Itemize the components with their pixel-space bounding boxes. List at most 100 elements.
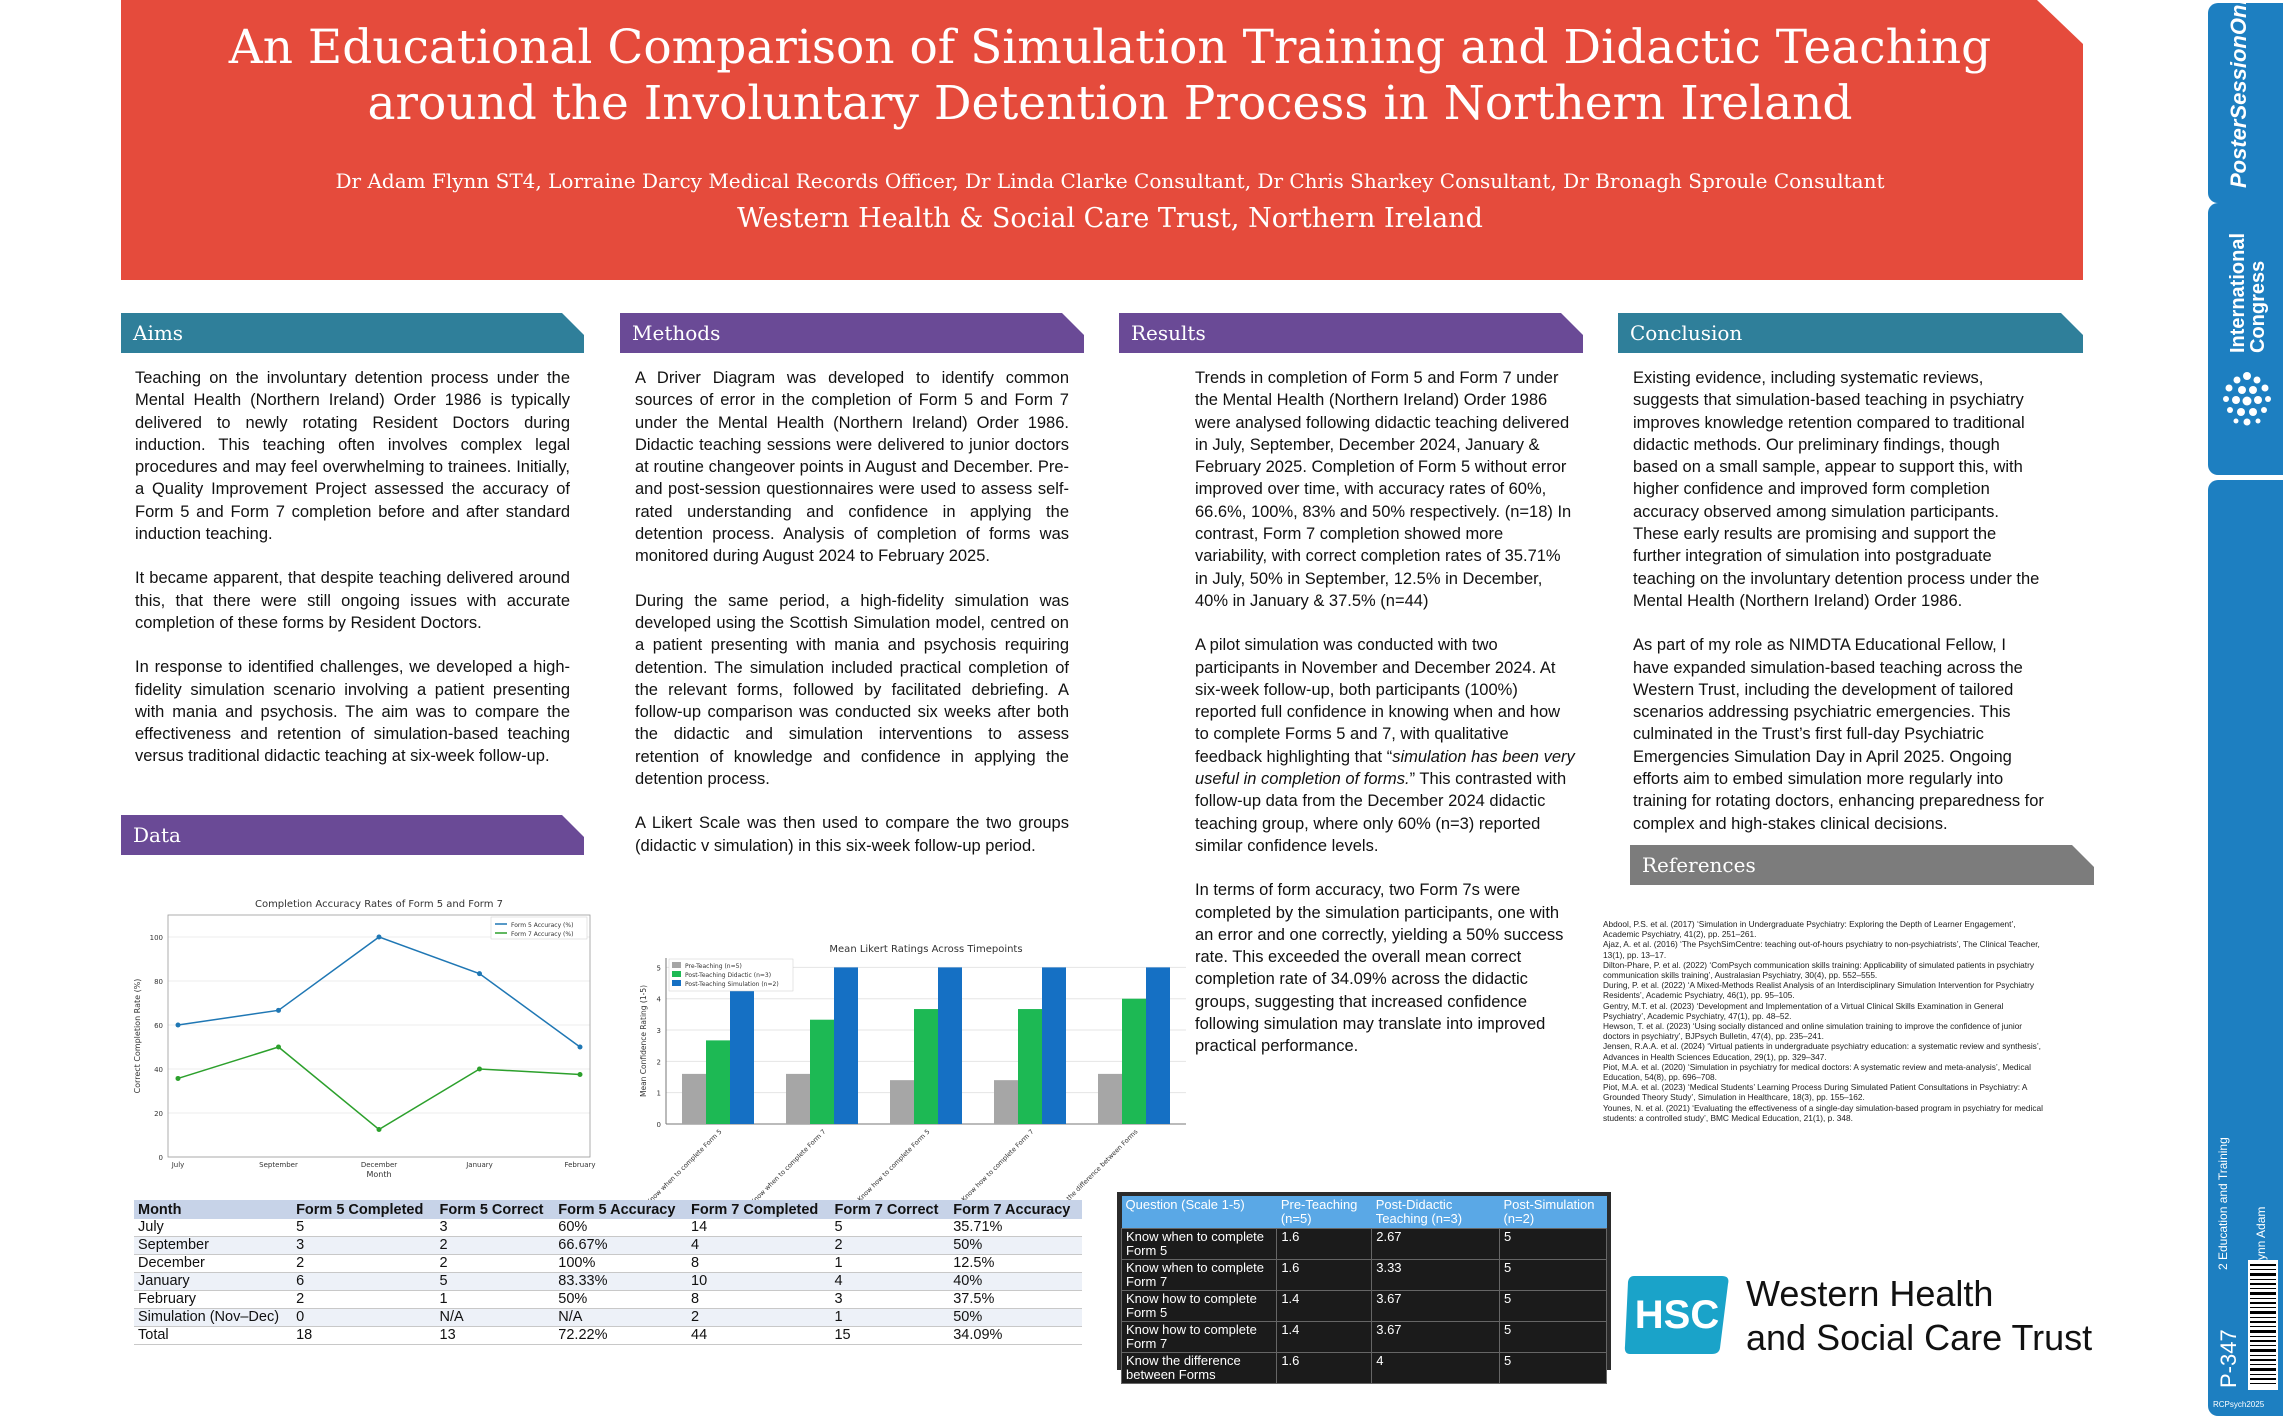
table-cell: 60% — [554, 1219, 687, 1237]
line-chart: Completion Accuracy Rates of Form 5 and … — [133, 899, 596, 1179]
bar — [1018, 1009, 1042, 1124]
table-cell: 4 — [830, 1272, 950, 1291]
table-cell: 4 — [687, 1236, 831, 1255]
data-point — [577, 1044, 583, 1050]
table-cell: 8 — [687, 1290, 831, 1309]
results-text: Trends in completion of Form 5 and Form … — [1195, 367, 1575, 1080]
table-cell: 83.33% — [554, 1272, 687, 1291]
x-tick-label: Know how to complete Form 7 — [960, 1128, 1036, 1200]
trust-name: Western Health and Social Care Trust — [1746, 1272, 2092, 1360]
table-cell: 50% — [554, 1290, 687, 1309]
table-cell: 3.67 — [1371, 1321, 1500, 1353]
results-header: Results — [1119, 313, 1583, 353]
legend-label: Pre-Teaching (n=5) — [685, 963, 742, 970]
bar — [1042, 967, 1066, 1124]
x-tick-label: Know the difference between Forms — [1051, 1127, 1140, 1200]
table-row: Know when to complete Form 5 1.6 2.67 5 — [1120, 1228, 1608, 1260]
table-cell: Simulation (Nov–Dec) — [134, 1308, 293, 1327]
conclusion-paragraph: Existing evidence, including systematic … — [1633, 369, 2040, 610]
hsc-logo-icon: HSC — [1624, 1276, 1729, 1354]
bar — [730, 967, 754, 1124]
table-cell: 0 — [292, 1308, 436, 1327]
legend-label: Form 7 Accuracy (%) — [511, 931, 573, 938]
reference-item: Gentry, M.T. et al. (2023) ‘Development … — [1603, 1000, 2004, 1021]
poster-id: P-347 — [2216, 1329, 2241, 1388]
table-cell: Know how to complete Form 5 — [1120, 1290, 1278, 1322]
y-tick-label: 20 — [154, 1110, 163, 1118]
methods-paragraph: A Driver Diagram was developed to identi… — [635, 369, 1069, 566]
table-row: Know when to complete Form 7 1.6 3.33 5 — [1120, 1259, 1608, 1291]
results-paragraph: A pilot simulation was conducted with tw… — [1195, 634, 1575, 857]
column-header: Form 7 Accuracy — [949, 1200, 1082, 1219]
table-cell: 1.6 — [1276, 1259, 1373, 1291]
table-row: July 5 3 60% 14 5 35.71% — [134, 1219, 1082, 1237]
aims-header: Aims — [121, 313, 584, 353]
table-cell: 5 — [1498, 1228, 1608, 1260]
trust-name-line-2: and Social Care Trust — [1746, 1317, 2093, 1358]
table-cell: 50% — [949, 1308, 1082, 1327]
barcode-icon — [2250, 1264, 2276, 1384]
results-paragraph: Trends in completion of Form 5 and Form … — [1195, 369, 1572, 610]
table-cell: 44 — [687, 1326, 831, 1345]
table-cell: July — [134, 1219, 293, 1237]
aims-paragraph: It became apparent, that despite teachin… — [135, 569, 570, 632]
bar — [938, 967, 962, 1124]
authors: Dr Adam Flynn ST4, Lorraine Darcy Medica… — [335, 169, 1885, 193]
table-row: Total 18 13 72.22% 44 15 34.09% — [134, 1326, 1082, 1345]
table-row: January 6 5 83.33% 10 4 40% — [134, 1272, 1082, 1291]
title-line-1: An Educational Comparison of Simulation … — [228, 20, 1992, 75]
bar — [834, 967, 858, 1124]
table-cell: 5 — [1498, 1290, 1608, 1322]
title-banner — [121, 0, 2083, 280]
bar — [914, 1009, 938, 1124]
likert-table-panel: Question (Scale 1-5) Pre-Teaching (n=5) Po… — [1117, 1192, 1611, 1384]
legend-swatch — [672, 971, 681, 977]
data-point — [477, 971, 482, 977]
event-label: RCPsych2025 — [2213, 1400, 2265, 1409]
x-axis-label: Month — [366, 1170, 391, 1179]
y-tick-label: 1 — [657, 1090, 661, 1098]
table-cell: 10 — [687, 1272, 831, 1291]
table-row: Know how to complete Form 7 1.4 3.67 5 — [1120, 1321, 1608, 1353]
table-cell: 15 — [830, 1326, 950, 1345]
results-paragraph: In terms of form accuracy, two Form 7s w… — [1195, 881, 1564, 1056]
data-point — [376, 1127, 382, 1132]
table-cell: 1.6 — [1276, 1228, 1373, 1260]
reference-item: Dilton-Phare, P. et al. (2022) ‘ComPsych… — [1603, 959, 2035, 981]
table-header-row: Question (Scale 1-5) Pre-Teaching (n=5) Po… — [1121, 1196, 1607, 1229]
references-list: Abdool, P.S. et al. (2017) ‘Simulation i… — [1603, 919, 2043, 1123]
table-cell: 2 — [830, 1236, 950, 1255]
y-tick-label: 80 — [154, 978, 163, 986]
column-header: Form 5 Completed — [292, 1200, 436, 1219]
reference-item: Piot, M.A. et al. (2023) ‘Medical Studen… — [1603, 1082, 2027, 1103]
table-cell: 5 — [1498, 1259, 1608, 1291]
table-cell: N/A — [435, 1308, 555, 1327]
conclusion-text: Existing evidence, including systematic … — [1633, 367, 2045, 857]
table-cell: 2.67 — [1371, 1228, 1500, 1260]
likert-table: Question (Scale 1-5) Pre-Teaching (n=5) Po… — [1120, 1196, 1608, 1384]
table-row: Simulation (Nov–Dec) 0 N/A N/A 2 1 50% — [134, 1308, 1082, 1327]
y-tick-label: 2 — [657, 1058, 661, 1066]
table-cell: 2 — [687, 1308, 831, 1327]
reference-item: Hewson, T. et al. (2023) ‘Using socially… — [1603, 1021, 2023, 1042]
table-cell: 2 — [292, 1290, 436, 1309]
bar — [1122, 998, 1146, 1124]
column-header: Pre-Teaching (n=5) — [1276, 1196, 1372, 1229]
y-tick-label: 100 — [150, 934, 163, 942]
table-cell: 72.22% — [554, 1326, 687, 1345]
y-tick-label: 4 — [657, 996, 662, 1004]
table-cell: 5 — [830, 1219, 950, 1237]
x-tick-label: Know when to complete Form 7 — [749, 1128, 827, 1200]
legend-box — [668, 958, 794, 992]
congress-logo-text: International Congress — [2227, 232, 2269, 353]
legend-box — [490, 916, 588, 940]
column-header: Form 5 Accuracy — [554, 1200, 687, 1219]
hsc-logo-mark: HSC — [1622, 1270, 1732, 1360]
table-cell: December — [134, 1254, 293, 1273]
table-cell: 2 — [435, 1236, 555, 1255]
methods-paragraph: A Likert Scale was then used to compare … — [635, 814, 1069, 855]
table-row: December 2 2 100% 8 1 12.5% — [134, 1254, 1082, 1273]
table-cell: September — [134, 1236, 293, 1255]
table-header-row: Month Form 5 Completed Form 5 Correct Form … — [134, 1200, 1082, 1219]
aims-paragraph: Teaching on the involuntary detention pr… — [135, 369, 570, 544]
